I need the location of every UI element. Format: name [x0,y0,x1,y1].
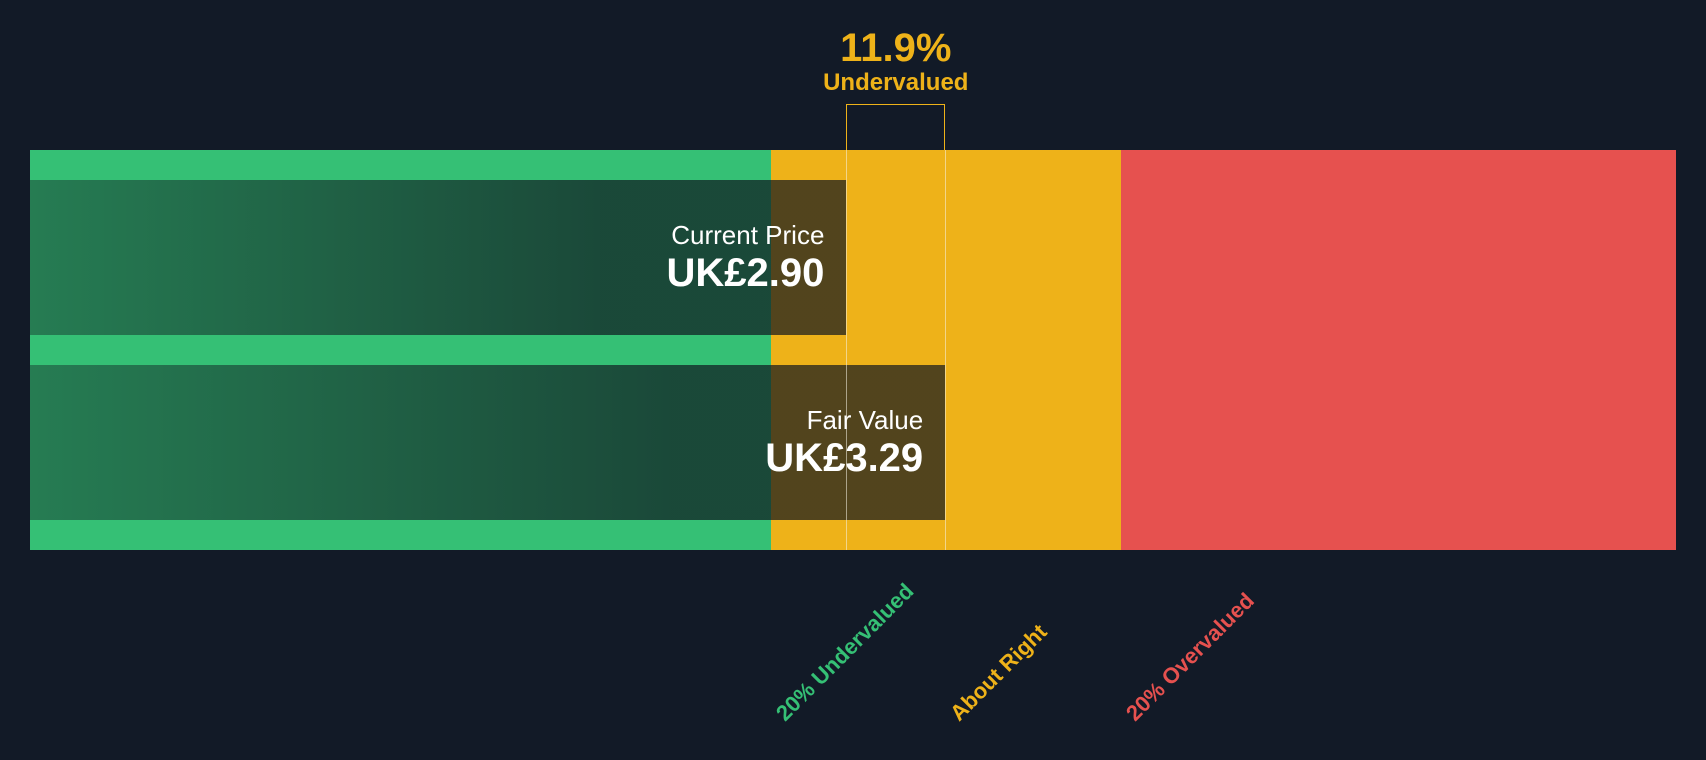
axis-label: About Right [945,619,1052,726]
divider-1 [945,150,946,550]
bar-fair_value-value: UK£3.29 [765,436,923,481]
bar-fair_value: Fair ValueUK£3.29 [30,365,945,520]
valuation-band: Current PriceUK£2.90 Fair ValueUK£3.29 [30,150,1676,550]
zone-overvalued [1121,150,1676,550]
axis-label: 20% Overvalued [1121,588,1260,727]
bar-current_price-value: UK£2.90 [667,251,825,296]
valuation-chart: 11.9% Undervalued Current PriceUK£2.90 Fa… [0,0,1706,760]
valuation-percent: 11.9% [823,26,968,70]
divider-0 [846,150,847,550]
valuation-callout: 11.9% Undervalued [823,26,968,96]
bar-current_price-label: Current Price [667,220,825,251]
bar-current_price: Current PriceUK£2.90 [30,180,846,335]
gap-bracket [846,104,945,150]
axis-label: 20% Undervalued [771,578,919,726]
bar-fair_value-label: Fair Value [765,405,923,436]
valuation-label: Undervalued [823,70,968,96]
